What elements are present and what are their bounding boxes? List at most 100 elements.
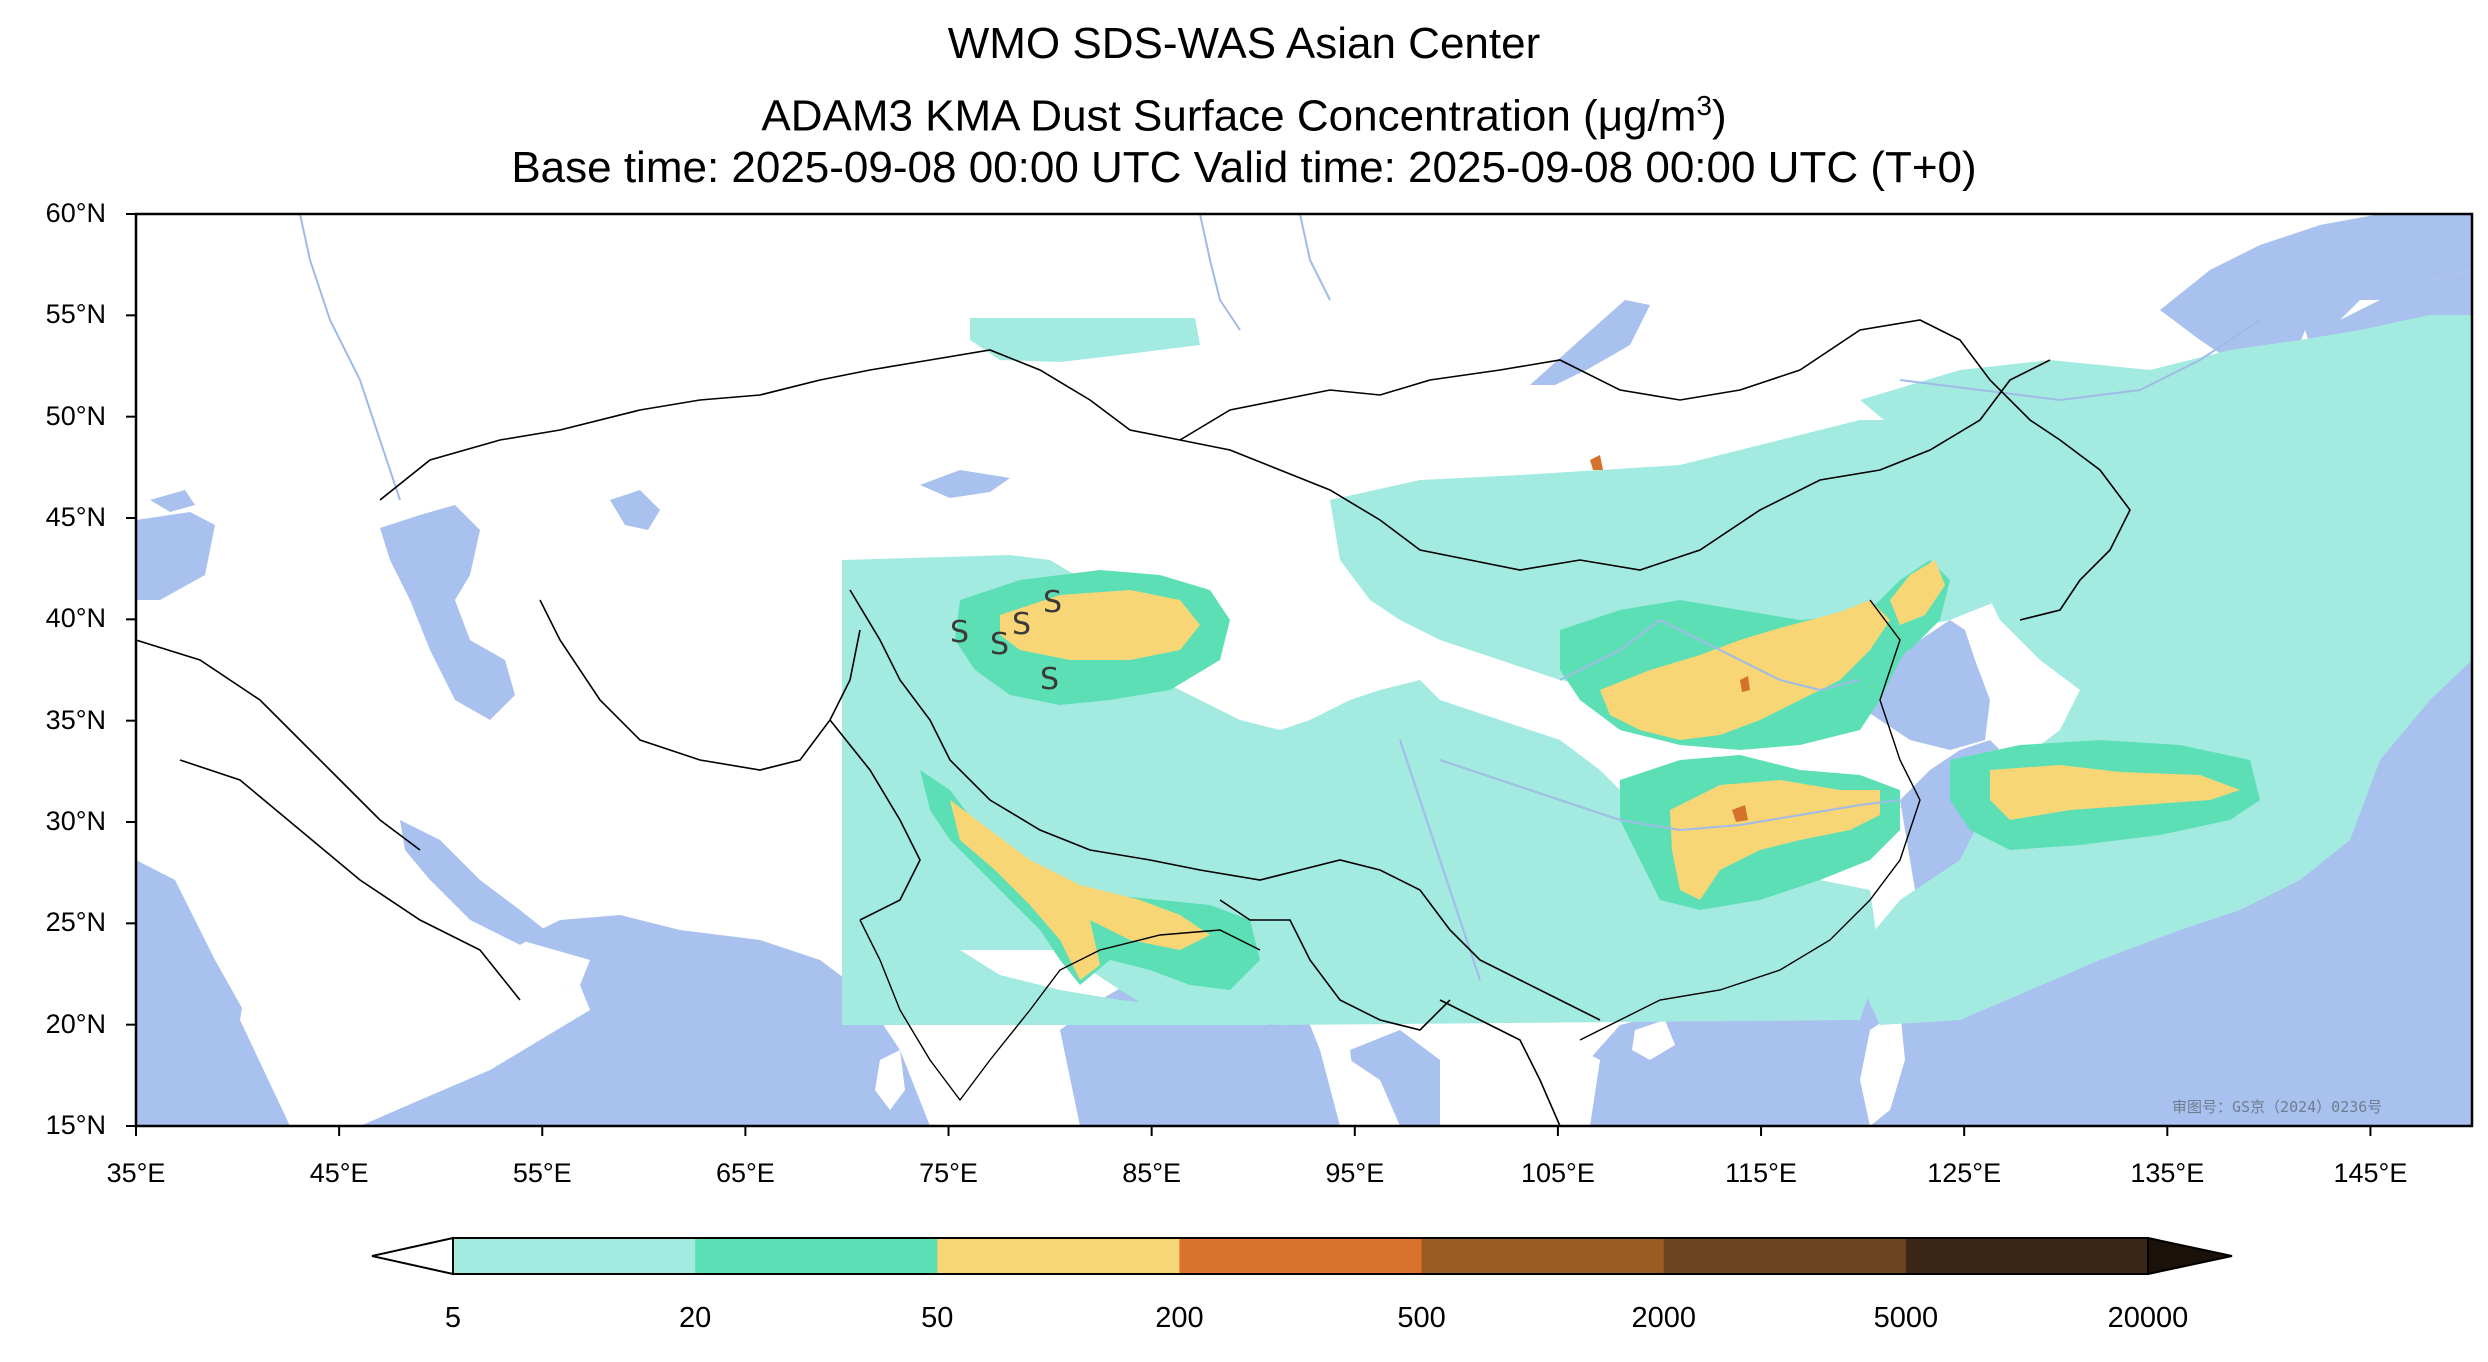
longitude-tick-label: 105°E (1520, 1158, 1595, 1188)
longitude-tick-label: 115°E (1725, 1158, 1797, 1188)
station-markers: S S S S S (950, 585, 1062, 697)
hainan (1632, 1020, 1675, 1060)
colorbar-frame (452, 1237, 2149, 1275)
river-yenisei (1299, 214, 1331, 301)
colorbar-cell (1905, 1238, 2149, 1274)
longitude-tick-label: 35°E (106, 1158, 166, 1188)
border-iran-afghan (539, 599, 861, 771)
latitude-tick-label: 60°N (45, 198, 106, 228)
dust-50-200-ganges (950, 800, 1210, 980)
border-saudi (179, 759, 521, 1001)
station-marker: S (1043, 585, 1062, 620)
river-volga (299, 214, 401, 501)
latitude-tick-label: 25°N (45, 907, 106, 938)
dust-5-20-india-south (842, 940, 1268, 1025)
map-approval-stamp: 审图号：GS京（2024）0236号 (2172, 1098, 2383, 1116)
border-china-west (849, 589, 1601, 1021)
border-pakistan-india (829, 719, 921, 921)
sea-of-okhotsk (2160, 214, 2472, 440)
river-mekong (1399, 739, 1481, 981)
border-bangladesh-myanmar (1219, 899, 1451, 1031)
coast-india (859, 919, 1261, 1102)
river-ob (1199, 214, 1241, 331)
longitude-tick-label: 45°E (309, 1158, 369, 1188)
title-line-2-text: ADAM3 KMA Dust Surface Concentration ( (761, 91, 1598, 141)
colorbar-cell (695, 1238, 938, 1274)
border-china-northeast (1799, 319, 2131, 621)
mediterranean-red-sea (136, 860, 290, 1126)
longitude-tick-label: 85°E (1122, 1158, 1182, 1188)
colorbar-tick-label: 2000 (1631, 1302, 1696, 1334)
latitude-tick-label: 50°N (45, 400, 106, 431)
dust-concentration-layer (842, 315, 2472, 1025)
persian-gulf (400, 820, 545, 945)
sri-lanka (875, 1050, 905, 1110)
border-mongolia-russia (1179, 359, 1801, 441)
colorbar-cell (1663, 1238, 1907, 1274)
longitude-tick-label: 75°E (919, 1158, 978, 1188)
map-area: S S S S S (136, 214, 2472, 1126)
title-line-3: Base time: 2025-09-08 00:00 UTC Valid ti… (511, 143, 1977, 192)
dust-5-20-north-strip (970, 318, 1200, 362)
lake-baikal (1530, 300, 1650, 385)
dust-50-200-north-china (1600, 600, 1890, 740)
colorbar (371, 1236, 2233, 1276)
latitude-tick-label: 15°N (45, 1110, 106, 1140)
dust-200-500-spot-c (1590, 455, 1603, 470)
title-line-2-close: ) (1711, 91, 1727, 141)
river-yangtze (1439, 759, 1901, 832)
colorbar-tick-label: 20000 (2107, 1302, 2189, 1334)
longitude-tick-label: 125°E (1927, 1158, 2002, 1188)
colorbar-tick-label: 5000 (1873, 1302, 1939, 1334)
station-marker: S (1040, 662, 1059, 697)
border-indochina (1439, 999, 1561, 1126)
title-line-1: WMO SDS-WAS Asian Center (947, 19, 1541, 68)
latitude-tick-label: 35°N (45, 704, 106, 735)
map-frame (134, 212, 2474, 1128)
station-marker: S (950, 615, 969, 650)
malay-strip (1350, 1060, 1400, 1126)
border-layer (136, 319, 2131, 1126)
arabian-peninsula-east (240, 860, 590, 1126)
sea-of-azov (150, 490, 195, 512)
dust-50-200-east-sea (1990, 765, 2240, 820)
latitude-tick-label: 55°N (45, 299, 106, 330)
colorbar-under-arrow (371, 1236, 454, 1276)
latitude-tick-label: 45°N (45, 502, 106, 532)
border-kazakhstan-russia (379, 349, 1181, 501)
colorbar-cell (453, 1238, 696, 1274)
river-yellow (1559, 618, 1861, 692)
colorbar-over-arrow (2147, 1236, 2233, 1276)
colorbar-tick-label: 500 (1397, 1302, 1446, 1334)
colorbar-cell (1421, 1238, 1665, 1274)
colorbar-cell (937, 1238, 1180, 1274)
south-china-sea (1560, 880, 2472, 1126)
dust-200-500-spot-b (1732, 805, 1748, 822)
border-middle-east (136, 639, 421, 851)
colorbar-tick-label: 20 (679, 1302, 712, 1334)
coast-china (1579, 599, 1921, 1041)
aral-sea (610, 490, 660, 530)
dust-50-200-taklamakan (1000, 590, 1200, 660)
latitude-tick-label: 20°N (45, 1008, 106, 1039)
river-amur (1899, 319, 2261, 402)
caspian-sea (380, 505, 515, 720)
lake-balkhash (920, 470, 1010, 498)
colorbar-tick-label: 5 (444, 1302, 462, 1334)
longitude-tick-label: 65°E (715, 1158, 775, 1188)
longitude-tick-label: 135°E (2130, 1158, 2205, 1188)
luzon (1860, 1010, 1905, 1126)
station-marker: S (1012, 607, 1031, 642)
black-sea (136, 512, 215, 600)
unit-superscript: 3 (1696, 90, 1712, 121)
colorbar-tick-label: 50 (921, 1302, 954, 1334)
unit-mu: μ (1597, 91, 1624, 141)
border-china-mongolia (1179, 359, 2051, 571)
station-marker: S (990, 627, 1009, 662)
dust-50-200-liaoning (1890, 560, 1945, 625)
axis-ticks (126, 213, 2372, 1136)
longitude-tick-label: 145°E (2333, 1158, 2408, 1188)
coastline-layer (859, 599, 1921, 1102)
river-layer (299, 214, 2261, 981)
